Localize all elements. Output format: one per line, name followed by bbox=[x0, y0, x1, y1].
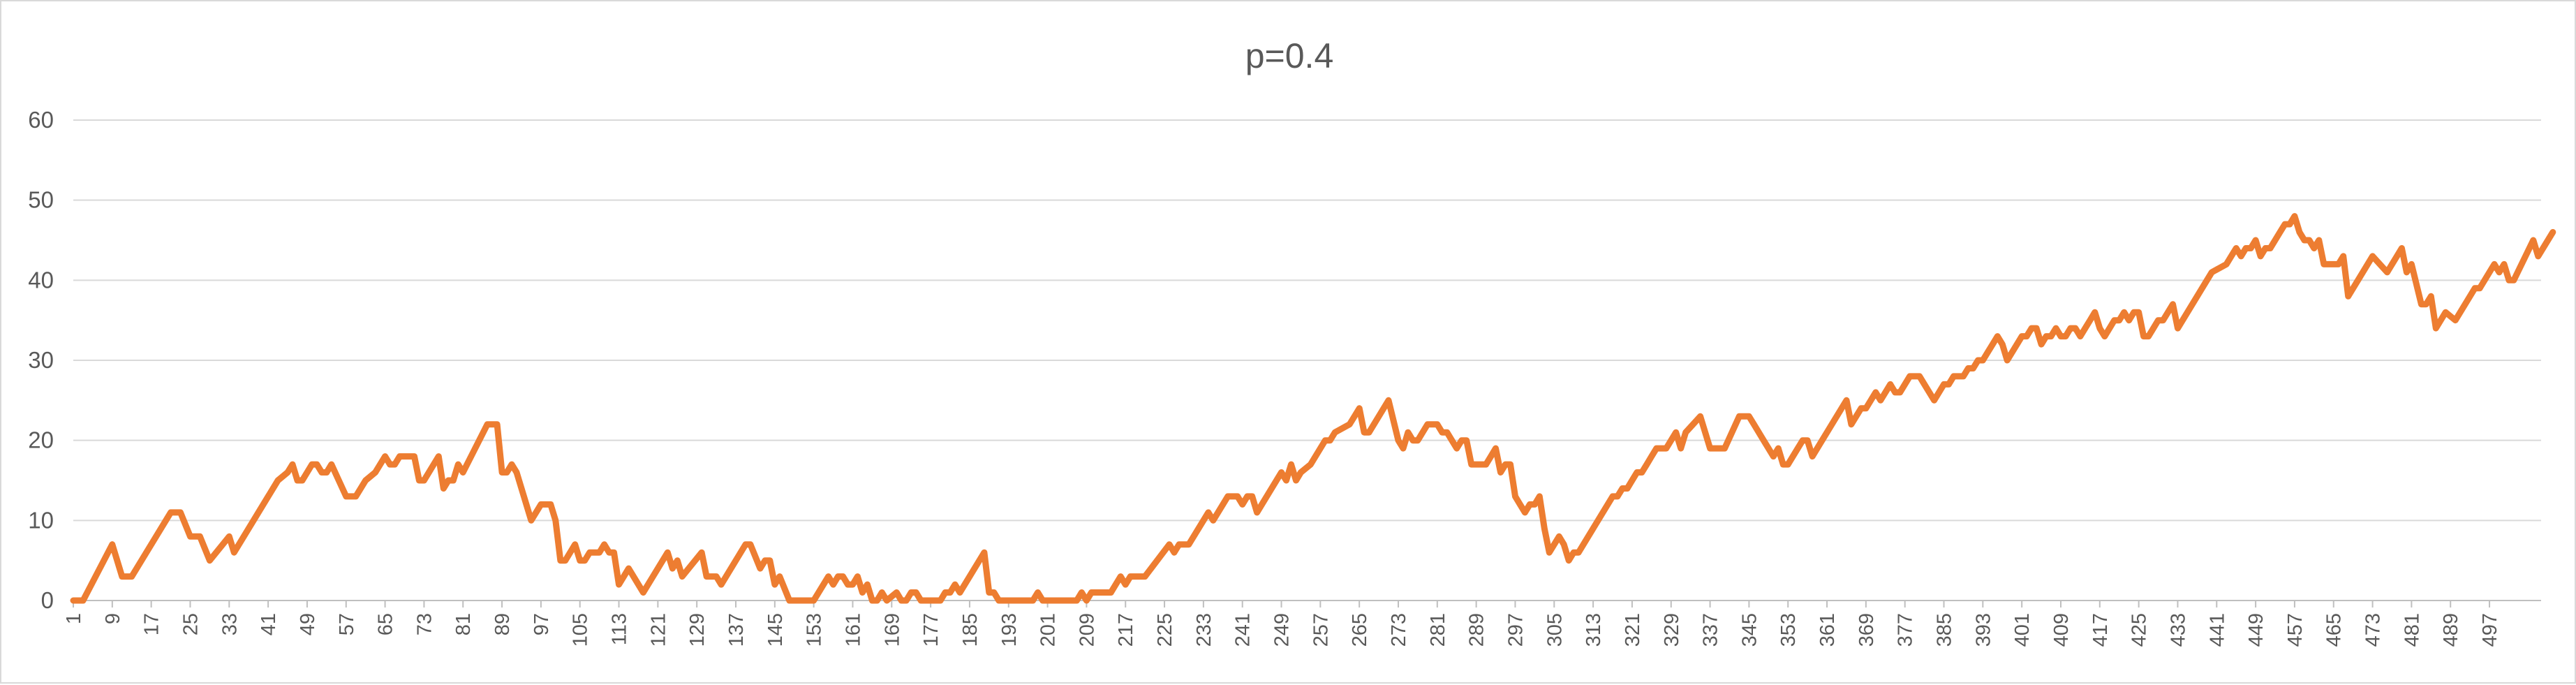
x-tick-label: 329 bbox=[1661, 613, 1683, 647]
x-tick-label: 1 bbox=[63, 613, 85, 624]
x-tick-label: 489 bbox=[2440, 613, 2462, 647]
x-tick-label: 49 bbox=[297, 613, 319, 635]
y-tick-label: 60 bbox=[28, 107, 54, 133]
x-tick-label: 17 bbox=[141, 613, 163, 635]
x-tick-label: 385 bbox=[1934, 613, 1956, 647]
y-tick-label: 40 bbox=[28, 267, 54, 293]
x-tick-label: 273 bbox=[1388, 613, 1410, 647]
x-tick-label: 441 bbox=[2206, 613, 2228, 647]
x-tick-label: 377 bbox=[1895, 613, 1917, 647]
x-tick-label: 457 bbox=[2284, 613, 2307, 647]
plot-area bbox=[70, 213, 2556, 604]
x-tick-label: 313 bbox=[1583, 613, 1605, 647]
x-tick-label: 153 bbox=[804, 613, 826, 647]
x-tick-label: 241 bbox=[1232, 613, 1254, 647]
x-tick-label: 305 bbox=[1544, 613, 1566, 647]
x-tick-label: 81 bbox=[452, 613, 475, 635]
x-tick-label: 345 bbox=[1738, 613, 1761, 647]
x-tick-label: 9 bbox=[102, 613, 124, 624]
x-tick-label: 281 bbox=[1427, 613, 1449, 647]
x-tick-label: 353 bbox=[1777, 613, 1800, 647]
x-tick-label: 161 bbox=[842, 613, 864, 647]
x-tick-label: 473 bbox=[2362, 613, 2385, 647]
x-tick-label: 89 bbox=[491, 613, 514, 635]
x-tick-label: 465 bbox=[2323, 613, 2346, 647]
x-tick-label: 321 bbox=[1622, 613, 1644, 647]
x-tick-label: 401 bbox=[2011, 613, 2034, 647]
x-tick-label: 33 bbox=[219, 613, 241, 635]
x-tick-label: 121 bbox=[647, 613, 669, 647]
x-tick-label: 57 bbox=[336, 613, 358, 635]
x-tick-label: 361 bbox=[1816, 613, 1839, 647]
x-tick-label: 433 bbox=[2167, 613, 2189, 647]
x-tick-label: 97 bbox=[531, 613, 553, 635]
x-tick-label: 225 bbox=[1154, 613, 1176, 647]
y-tick-label: 10 bbox=[28, 507, 54, 533]
x-tick-label: 145 bbox=[764, 613, 787, 647]
x-tick-label: 297 bbox=[1504, 613, 1527, 647]
x-tick-label: 257 bbox=[1310, 613, 1332, 647]
x-tick-label: 65 bbox=[375, 613, 397, 635]
x-tick-label: 177 bbox=[920, 613, 942, 647]
x-tick-label: 113 bbox=[609, 613, 631, 645]
x-tick-label: 233 bbox=[1193, 613, 1215, 647]
x-tick-label: 105 bbox=[570, 613, 592, 647]
x-tick-label: 169 bbox=[881, 613, 903, 647]
x-tick-label: 289 bbox=[1466, 613, 1488, 647]
x-tick-label: 129 bbox=[686, 613, 709, 647]
x-tick-label: 449 bbox=[2245, 613, 2267, 647]
gridlines bbox=[73, 119, 2541, 601]
x-tick-label: 217 bbox=[1115, 613, 1137, 647]
x-tick-label: 409 bbox=[2050, 613, 2073, 647]
x-tick-label: 481 bbox=[2401, 613, 2423, 647]
x-tick-label: 393 bbox=[1972, 613, 1994, 647]
x-tick-label: 73 bbox=[413, 613, 436, 635]
x-tick-label: 265 bbox=[1349, 613, 1371, 647]
x-tick-label: 369 bbox=[1856, 613, 1878, 647]
x-tick-label: 497 bbox=[2479, 613, 2501, 647]
y-tick-label: 20 bbox=[28, 427, 54, 453]
x-tick-label: 185 bbox=[959, 613, 982, 647]
x-tick-label: 25 bbox=[179, 613, 202, 635]
x-tick-label: 425 bbox=[2129, 613, 2151, 647]
x-tick-label: 193 bbox=[998, 613, 1021, 647]
series-line-0 bbox=[70, 213, 2556, 604]
x-tick-label: 417 bbox=[2089, 613, 2112, 647]
chart-title: p=0.4 bbox=[1245, 36, 1334, 75]
x-tick-label: 201 bbox=[1037, 613, 1060, 647]
y-tick-label: 30 bbox=[28, 347, 54, 373]
x-tick-label: 137 bbox=[725, 613, 748, 647]
x-tick-label: 249 bbox=[1271, 613, 1294, 647]
x-tick-label: 209 bbox=[1076, 613, 1098, 647]
x-tick-label: 41 bbox=[258, 613, 280, 635]
y-tick-label: 50 bbox=[28, 187, 54, 213]
y-axis: 0 10 20 30 40 50 60 bbox=[28, 107, 54, 613]
y-tick-label: 0 bbox=[41, 587, 54, 613]
x-tick-label: 337 bbox=[1700, 613, 1722, 647]
x-axis: 1 9 17 25 33 41 49 57 65 73 81 89 97 105 113 121 129 137 1… bbox=[63, 601, 2501, 647]
